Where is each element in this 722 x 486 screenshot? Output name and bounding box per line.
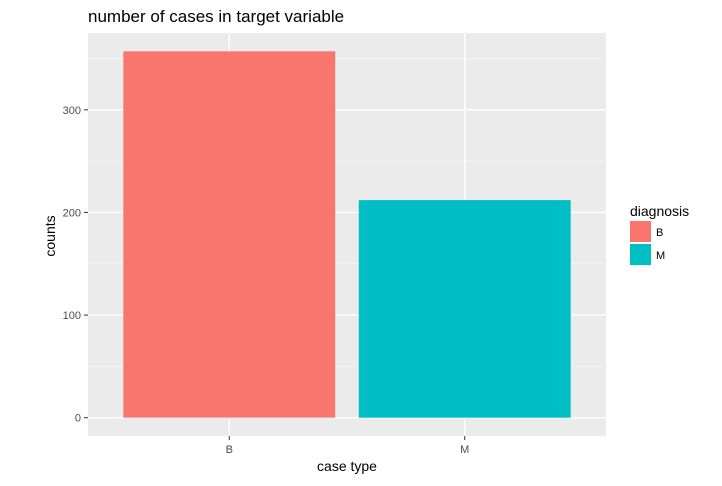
bars [123, 51, 571, 418]
y-tick-label: 0 [75, 413, 81, 425]
y-tick-label: 100 [63, 310, 81, 322]
y-axis: 0 100 200 300 [63, 105, 88, 425]
bar-B [123, 51, 336, 418]
legend-key [630, 221, 651, 242]
y-tick-label: 300 [63, 105, 81, 117]
legend-key [630, 244, 651, 265]
y-axis-title: counts [42, 215, 58, 256]
legend: diagnosis BM [630, 203, 689, 265]
x-axis-title: case type [317, 458, 377, 474]
chart-title: number of cases in target variable [88, 7, 344, 26]
x-tick-label: B [226, 444, 233, 456]
legend-label: M [656, 250, 665, 262]
x-tick-label: M [460, 444, 469, 456]
bar-M [358, 200, 571, 418]
legend-title: diagnosis [630, 203, 689, 219]
legend-label: B [656, 227, 663, 239]
y-tick-label: 200 [63, 207, 81, 219]
